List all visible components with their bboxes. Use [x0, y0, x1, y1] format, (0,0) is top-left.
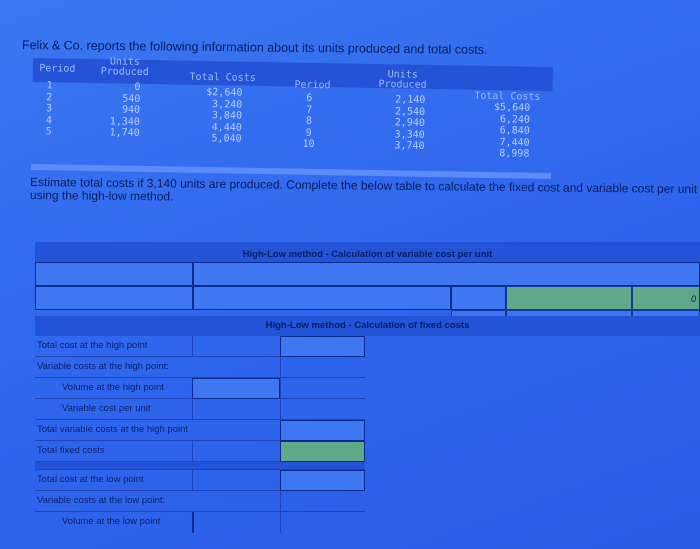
variable-input-2b[interactable]: [193, 286, 451, 310]
costs-left: $2,640 3,240 3,840 4,440 5,040: [182, 87, 243, 146]
variable-cost-header: High-Low method - Calculation of variabl…: [35, 242, 700, 262]
periods-right: 6 7 8 9 10: [293, 93, 324, 151]
row-variable-costs-low: Variable costs at the low point:: [35, 491, 365, 512]
cell: [192, 399, 280, 420]
label: Variable cost per unit: [62, 403, 151, 414]
label: Volume at the high point: [62, 382, 164, 393]
cell: [280, 357, 365, 378]
separator-band: [35, 462, 365, 470]
label: Variable costs at the low point:: [37, 495, 166, 506]
row-total-cost-high: Total cost at the high point: [35, 336, 365, 357]
cell: 1: [46, 80, 53, 92]
cell: 4: [45, 114, 53, 126]
label: Total variable costs at the high point: [37, 424, 189, 435]
cell: [280, 491, 365, 512]
costs-right: $5,640 6,240 6,840 7,440 8,998: [471, 102, 530, 161]
cell: 2,540: [394, 105, 426, 118]
label: Total fixed costs: [37, 445, 105, 456]
cell: 7,440: [499, 136, 530, 149]
cell: 940: [121, 104, 141, 116]
units-right: 2,140 2,540 2,940 3,340 3,740: [366, 94, 425, 153]
row-total-cost-low: Total cost at the low point: [35, 470, 365, 491]
cell: 6,840: [499, 125, 530, 137]
fixed-cost-header: High-Low method - Calculation of fixed c…: [35, 316, 700, 336]
cell: 3,340: [394, 128, 425, 141]
cell: 540: [122, 93, 141, 105]
cell: 8,998: [499, 148, 530, 160]
row-volume-low: Volume at the low point: [35, 512, 365, 533]
volume-high-input[interactable]: [192, 378, 280, 399]
cell: [280, 378, 365, 399]
variable-input-1b[interactable]: [193, 262, 700, 286]
cell: [192, 336, 280, 357]
variable-input-2c[interactable]: [451, 286, 506, 310]
variable-input-1a[interactable]: [35, 262, 193, 286]
question-intro: Felix & Co. reports the following inform…: [21, 38, 488, 57]
variable-result-cell: [506, 286, 632, 310]
cell: 1,340: [109, 115, 140, 128]
row-total-variable-high: Total variable costs at the high point: [35, 420, 365, 441]
row-volume-high: Volume at the high point: [35, 378, 365, 399]
label: Variable costs at the high point:: [37, 361, 169, 372]
row-variable-cost-per-unit: Variable cost per unit: [35, 399, 365, 420]
variable-cost-per-unit-result: 0: [632, 286, 700, 310]
label: Total cost at the low point: [37, 474, 144, 485]
cell: 2: [46, 91, 53, 103]
cell: 5: [45, 126, 52, 138]
header-units-line2: Produced: [378, 79, 427, 91]
cell: [280, 512, 365, 533]
cell: 9: [305, 127, 312, 139]
cell: 2,940: [394, 117, 426, 129]
header-period: Period: [39, 63, 76, 75]
cell: [192, 441, 280, 462]
cell: 3,840: [211, 110, 243, 122]
cell: 6,240: [499, 113, 531, 126]
header-period-2: Period: [294, 79, 331, 92]
units-left: 0 540 940 1,340 1,740: [92, 81, 141, 139]
label: Total cost at the high point: [37, 340, 148, 351]
cell: 7: [306, 104, 313, 116]
cell: [192, 470, 280, 491]
variable-input-2a[interactable]: [35, 286, 193, 310]
header-units: Units Produced: [95, 56, 155, 79]
cell: 2,140: [395, 94, 426, 106]
question-prompt: Estimate total costs if 3,140 units are …: [29, 175, 698, 204]
cell: 6: [306, 92, 313, 104]
label: Volume at the low point: [62, 516, 161, 527]
cell: $2,640: [206, 87, 243, 99]
total-variable-high-input[interactable]: [280, 420, 365, 441]
cell: 10: [302, 138, 315, 150]
volume-low-input[interactable]: [192, 512, 280, 533]
cell: 3: [46, 103, 53, 115]
cell: 8: [305, 115, 313, 127]
row-variable-costs-high: Variable costs at the high point:: [35, 357, 365, 378]
cell: 3,240: [212, 98, 243, 111]
header-total-costs: Total Costs: [189, 71, 256, 84]
cell: 1,740: [109, 127, 140, 139]
cell: 3,740: [394, 140, 425, 152]
header-units-2: Units Produced: [372, 69, 432, 91]
cell: $5,640: [493, 102, 531, 114]
row-total-fixed: Total fixed costs: [35, 441, 365, 462]
units-costs-table: Period Units Produced Total Costs Period …: [31, 56, 553, 180]
cell: 5,040: [211, 133, 242, 145]
total-cost-high-input[interactable]: [280, 336, 365, 357]
cell: [280, 399, 365, 420]
total-cost-low-input[interactable]: [280, 470, 365, 491]
total-fixed-result: [280, 441, 365, 462]
header-units-line2: Produced: [100, 66, 149, 79]
cell: 0: [134, 81, 141, 93]
